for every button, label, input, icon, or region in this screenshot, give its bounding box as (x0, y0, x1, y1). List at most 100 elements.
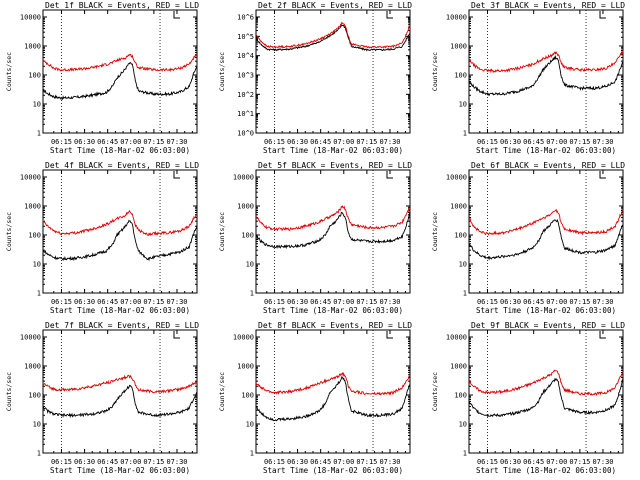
plot-frame (42, 169, 198, 294)
panel-det-9f: Det 9f BLACK = Events, RED = LLD 1 10 100 10… (431, 321, 625, 475)
panel-title: Det 8f BLACK = Events, RED = LLD (258, 321, 412, 330)
panel-det-8f: Det 8f BLACK = Events, RED = LLD 1 10 100 10… (218, 321, 412, 475)
series-line-lld (42, 374, 198, 394)
y-tick-label: 10 (33, 101, 41, 109)
x-tick-label: 06:30 (287, 138, 308, 146)
x-axis-label: Start Time (18-Mar-02 06:03:00) (263, 466, 403, 475)
x-axis-label: Start Time (18-Mar-02 06:03:00) (476, 146, 616, 155)
x-tick-label: 06:45 (523, 138, 544, 146)
y-tick-label: 10^3 (237, 72, 254, 80)
x-tick-label: 06:30 (74, 458, 95, 466)
series-line-lld (42, 209, 198, 236)
x-tick-label: 07:30 (379, 138, 400, 146)
x-tick-label: 07:00 (333, 458, 354, 466)
panel-det-3f: Det 3f BLACK = Events, RED = LLD 1 10 100 10… (431, 1, 625, 155)
x-tick-label: 06:45 (97, 298, 118, 306)
series-line-lld (256, 205, 411, 232)
y-tick-label: 100 (454, 72, 467, 80)
y-axis-label: Counts/sec (431, 372, 439, 411)
x-tick-label: 07:30 (592, 458, 613, 466)
y-tick-label: 1000 (450, 43, 467, 51)
y-axis-label: Counts/sec (218, 52, 226, 91)
y-tick-label: 10^2 (237, 91, 254, 99)
y-tick-label: 10^4 (237, 52, 254, 60)
x-tick-label: 07:30 (379, 298, 400, 306)
y-tick-label: 1 (463, 130, 467, 138)
x-axis-label: Start Time (18-Mar-02 06:03:00) (50, 306, 190, 315)
panel-title: Det 9f BLACK = Events, RED = LLD (471, 321, 625, 330)
series-line-lld (255, 21, 411, 49)
x-axis-label: Start Time (18-Mar-02 06:03:00) (50, 146, 190, 155)
x-tick-label: 07:00 (333, 298, 354, 306)
x-tick-label: 06:45 (523, 458, 544, 466)
panel-title: Det 6f BLACK = Events, RED = LLD (471, 161, 625, 170)
y-tick-label: 10 (246, 261, 254, 269)
x-axis-label: Start Time (18-Mar-02 06:03:00) (263, 146, 403, 155)
x-tick-label: 07:15 (143, 458, 164, 466)
y-tick-label: 10^6 (237, 14, 254, 22)
x-tick-label: 06:45 (97, 458, 118, 466)
y-tick-label: 1000 (237, 363, 254, 371)
y-tick-label: 1 (463, 450, 467, 458)
y-tick-label: 1000 (24, 43, 41, 51)
x-tick-label: 06:30 (287, 458, 308, 466)
series-line-lld (255, 371, 411, 396)
y-tick-label: 1000 (450, 203, 467, 211)
x-tick-label: 07:15 (356, 298, 377, 306)
series-line-events (42, 219, 198, 262)
plot-frame (468, 169, 624, 294)
x-axis-label: Start Time (18-Mar-02 06:03:00) (50, 466, 190, 475)
corner-marker (599, 171, 606, 179)
panel-det-6f: Det 6f BLACK = Events, RED = LLD 1 10 100 10… (431, 161, 625, 315)
y-tick-label: 1 (37, 290, 41, 298)
x-axis-label: Start Time (18-Mar-02 06:03:00) (263, 306, 403, 315)
x-tick-label: 06:15 (51, 138, 72, 146)
x-tick-label: 07:30 (166, 138, 187, 146)
x-tick-label: 07:30 (592, 138, 613, 146)
y-tick-label: 1 (37, 450, 41, 458)
y-axis-label: Counts/sec (5, 212, 13, 251)
plot-frame (255, 329, 411, 454)
y-tick-label: 100 (241, 232, 254, 240)
series-line-events (255, 211, 411, 250)
series-line-events (468, 218, 624, 261)
y-tick-label: 10000 (446, 174, 467, 182)
x-tick-label: 07:00 (120, 458, 141, 466)
y-tick-label: 10^0 (237, 130, 254, 138)
x-tick-label: 07:00 (546, 298, 567, 306)
y-axis-label: Counts/sec (218, 212, 226, 251)
x-tick-label: 06:15 (51, 298, 72, 306)
x-tick-label: 07:15 (569, 138, 590, 146)
series-line-lld (468, 369, 624, 397)
y-tick-label: 10^5 (237, 33, 254, 41)
series-line-events (468, 377, 624, 418)
x-tick-label: 06:15 (477, 298, 498, 306)
y-axis-label: Counts/sec (5, 372, 13, 411)
x-tick-label: 07:00 (546, 138, 567, 146)
y-axis-label: Counts/sec (218, 372, 226, 411)
plot-frame (255, 9, 411, 134)
series-line-lld (468, 208, 624, 236)
x-tick-label: 07:30 (166, 458, 187, 466)
corner-marker (173, 331, 180, 339)
y-tick-label: 10000 (20, 174, 41, 182)
y-tick-label: 100 (454, 392, 467, 400)
y-tick-label: 10^1 (237, 110, 254, 118)
x-tick-label: 06:30 (500, 298, 521, 306)
y-tick-label: 10000 (233, 334, 254, 342)
y-tick-label: 1000 (450, 363, 467, 371)
panel-title: Det 5f BLACK = Events, RED = LLD (258, 161, 412, 170)
y-tick-label: 100 (241, 392, 254, 400)
x-tick-label: 06:15 (264, 298, 285, 306)
x-tick-label: 07:00 (120, 298, 141, 306)
x-tick-label: 06:30 (287, 298, 308, 306)
plot-frame (42, 329, 198, 454)
x-tick-label: 07:15 (356, 138, 377, 146)
x-tick-label: 07:00 (546, 458, 567, 466)
plot-frame (42, 9, 198, 134)
y-tick-label: 10000 (446, 334, 467, 342)
y-tick-label: 10000 (233, 174, 254, 182)
corner-marker (386, 171, 393, 179)
corner-marker (599, 331, 606, 339)
